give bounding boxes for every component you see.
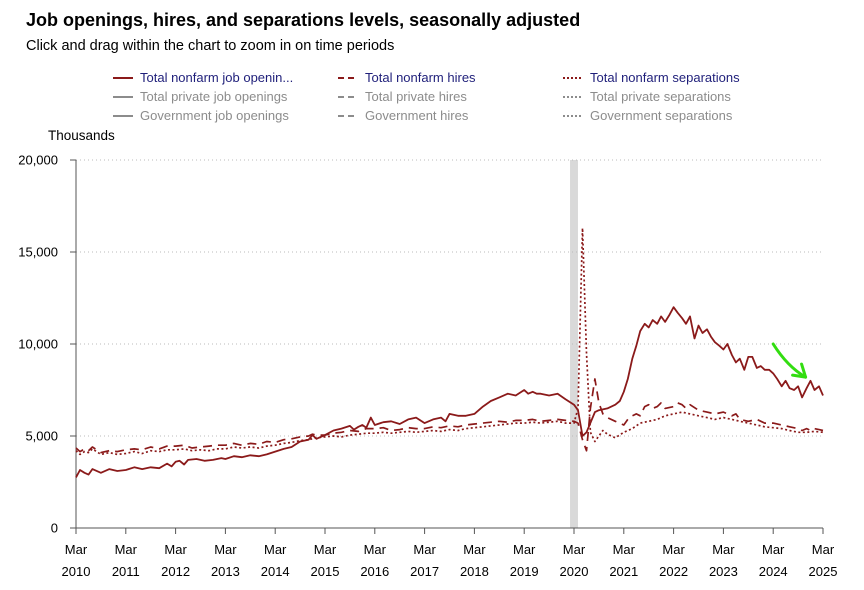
legend-swatch-dotted [563, 95, 583, 98]
chart-title: Job openings, hires, and separations lev… [26, 10, 581, 30]
legend: Total nonfarm job openin... Total nonfarm… [112, 68, 792, 128]
x-tick-year: 2015 [311, 564, 340, 579]
legend-label: Total private hires [365, 89, 467, 104]
x-tick-month: Mar [762, 542, 785, 557]
legend-item[interactable]: Total private hires [337, 87, 467, 106]
x-tick-month: Mar [264, 542, 287, 557]
x-tick-year: 2017 [410, 564, 439, 579]
series-line-solid [75, 306, 824, 478]
legend-swatch-dashed [338, 76, 358, 79]
y-tick-label: 10,000 [18, 337, 58, 352]
legend-label: Government job openings [140, 108, 289, 123]
recession-band [570, 160, 578, 528]
legend-item[interactable]: Total nonfarm separations [562, 68, 740, 87]
legend-swatch-dotted [563, 114, 583, 117]
legend-label: Total nonfarm separations [590, 70, 740, 85]
x-tick-year: 2019 [510, 564, 539, 579]
x-tick-year: 2011 [112, 564, 140, 579]
x-tick-year: 2020 [560, 564, 589, 579]
legend-item[interactable]: Total nonfarm hires [337, 68, 476, 87]
y-tick-label: 15,000 [18, 245, 58, 260]
x-tick-month: Mar [115, 542, 138, 557]
y-tick-label: 20,000 [18, 153, 58, 168]
x-tick-year: 2016 [360, 564, 389, 579]
legend-swatch-dashed [338, 114, 358, 117]
x-tick-year: 2022 [659, 564, 688, 579]
legend-label: Total nonfarm hires [365, 70, 476, 85]
legend-label: Total private job openings [140, 89, 288, 104]
x-tick-month: Mar [164, 542, 187, 557]
x-tick-year: 2024 [759, 564, 788, 579]
legend-swatch-dashed [338, 95, 358, 98]
x-tick-month: Mar [812, 542, 835, 557]
x-tick-month: Mar [314, 542, 337, 557]
series-line-dashed [75, 378, 824, 454]
x-tick-year: 2014 [261, 564, 290, 579]
x-tick-year: 2012 [161, 564, 190, 579]
y-tick-label: 0 [51, 521, 58, 536]
x-tick-month: Mar [613, 542, 636, 557]
y-axis-label: Thousands [48, 128, 115, 143]
x-tick-year: 2010 [62, 564, 91, 579]
legend-item[interactable]: Government separations [562, 106, 732, 125]
x-tick-month: Mar [65, 542, 88, 557]
series-line-dotted [75, 227, 824, 456]
x-tick-month: Mar [364, 542, 387, 557]
legend-swatch-solid [113, 114, 133, 117]
x-tick-month: Mar [214, 542, 237, 557]
annotation-arrow-head [791, 362, 808, 379]
x-tick-year: 2025 [809, 564, 838, 579]
legend-item[interactable]: Government hires [337, 106, 468, 125]
legend-item[interactable]: Total private separations [562, 87, 731, 106]
chart-subtitle: Click and drag within the chart to zoom … [26, 38, 395, 54]
x-tick-month: Mar [662, 542, 685, 557]
x-tick-year: 2018 [460, 564, 489, 579]
annotation-arrow [771, 342, 808, 379]
legend-item[interactable]: Total nonfarm job openin... [112, 68, 293, 87]
x-tick-month: Mar [413, 542, 436, 557]
y-tick-label: 5,000 [25, 429, 58, 444]
legend-item[interactable]: Government job openings [112, 106, 289, 125]
x-tick-year: 2021 [609, 564, 638, 579]
legend-label: Government hires [365, 108, 469, 123]
x-tick-year: 2023 [709, 564, 738, 579]
x-tick-year: 2013 [211, 564, 240, 579]
legend-label: Total nonfarm job openin... [140, 70, 294, 85]
x-tick-month: Mar [463, 542, 486, 557]
legend-swatch-dotted [563, 76, 583, 79]
x-tick-month: Mar [712, 542, 735, 557]
legend-swatch-solid [113, 76, 133, 79]
legend-swatch-solid [113, 95, 133, 98]
legend-item[interactable]: Total private job openings [112, 87, 287, 106]
legend-label: Total private separations [590, 89, 731, 104]
legend-label: Government separations [590, 108, 733, 123]
x-tick-month: Mar [563, 542, 586, 557]
x-tick-month: Mar [513, 542, 536, 557]
